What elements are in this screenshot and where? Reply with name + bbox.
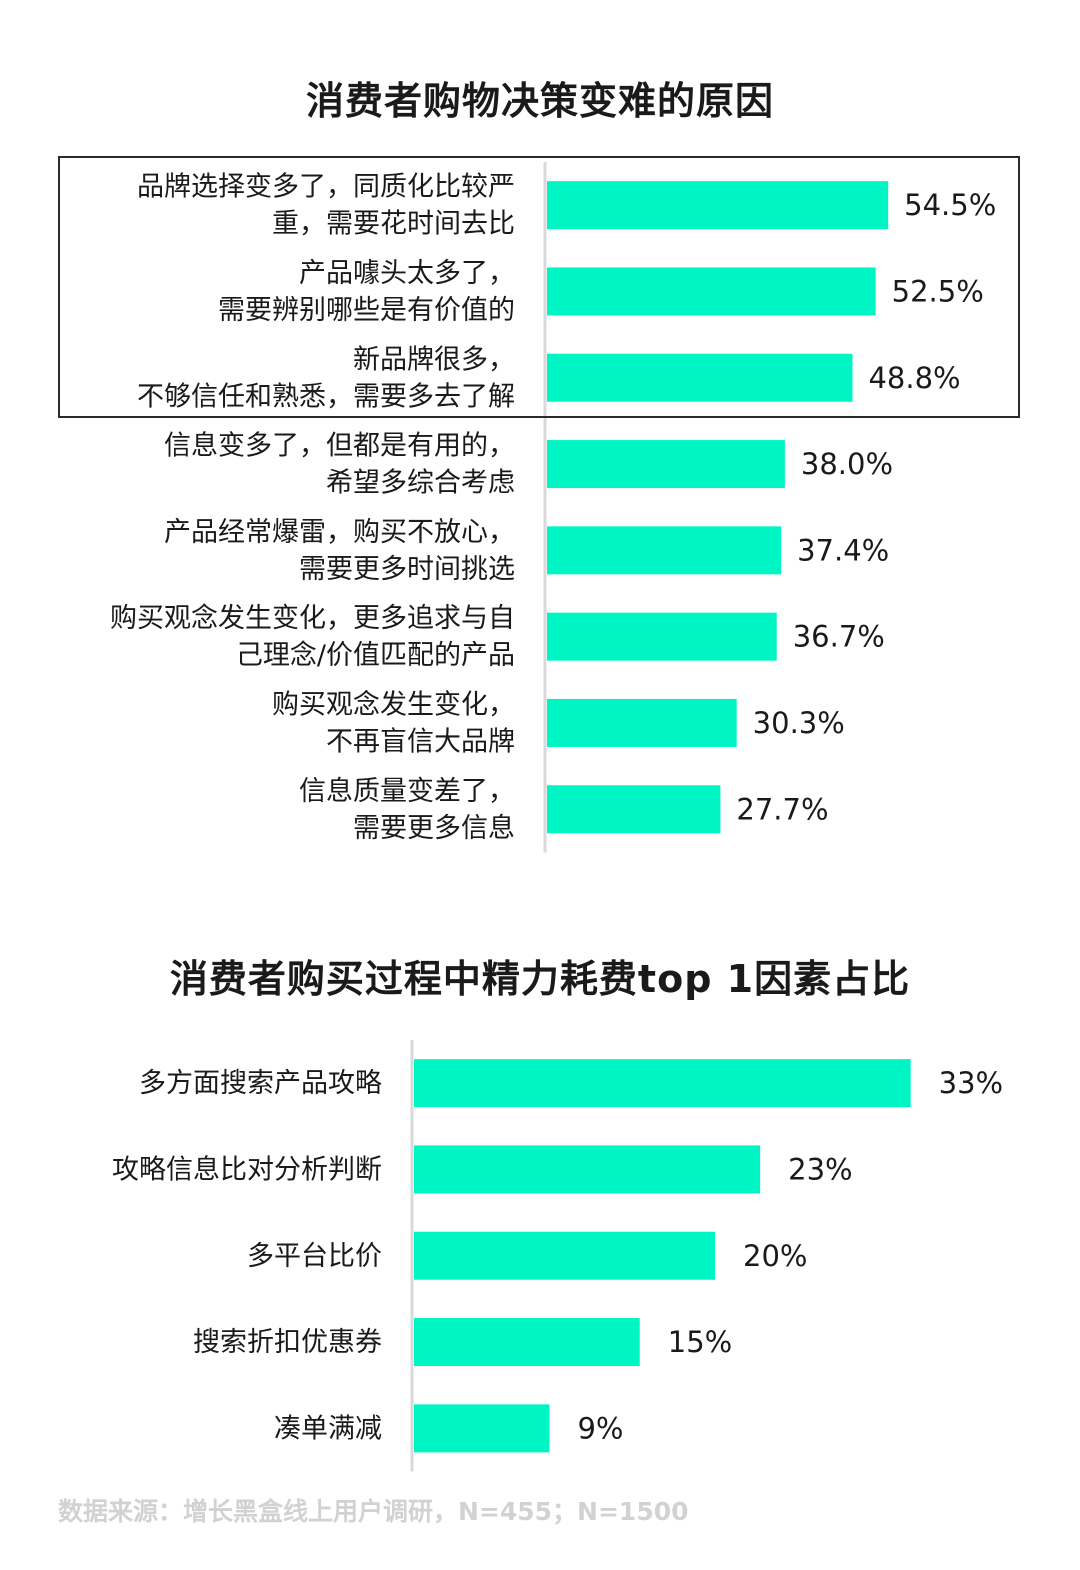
category-label-0-line-1: 重，需要花时间去比 xyxy=(272,209,515,240)
category-label-6-line-1: 不再盲信大品牌 xyxy=(326,726,515,757)
value-label-4: 37.4% xyxy=(797,533,889,567)
bar-1 xyxy=(547,267,876,316)
value-label-0: 54.5% xyxy=(904,188,996,222)
value-label-2: 20% xyxy=(743,1239,807,1273)
bar-2 xyxy=(547,353,853,402)
value-label-3: 38.0% xyxy=(801,447,893,481)
bar-5 xyxy=(547,612,777,661)
bar-0 xyxy=(414,1059,911,1108)
value-label-3: 15% xyxy=(668,1325,732,1359)
bar-3 xyxy=(547,440,785,489)
category-label-4-line-0: 产品经常爆雷，购买不放心， xyxy=(164,517,515,548)
category-label-3-line-1: 希望多综合考虑 xyxy=(326,468,515,499)
chart-2-title: 消费者购买过程中精力耗费top 1因素占比 xyxy=(169,957,911,1001)
value-label-0: 33% xyxy=(939,1066,1003,1100)
chart-1-title: 消费者购物决策变难的原因 xyxy=(305,79,774,123)
bar-3 xyxy=(414,1318,640,1367)
value-label-1: 52.5% xyxy=(892,274,984,308)
bar-6 xyxy=(547,698,737,747)
category-label-0-line-0: 品牌选择变多了，同质化比较严 xyxy=(137,172,515,203)
bar-0 xyxy=(547,181,889,230)
chart-2-effort-factors: 33% 多方面搜索产品攻略 23% 攻略信息比对分析判断 20% 多平台比价 15% 搜索折扣… xyxy=(112,1040,1003,1472)
value-label-6: 30.3% xyxy=(753,706,845,740)
category-label-2-line-1: 不够信任和熟悉，需要多去了解 xyxy=(137,381,515,412)
highlight-box xyxy=(58,156,1020,418)
bar-2 xyxy=(414,1231,715,1280)
category-label-5-line-0: 购买观念发生变化，更多追求与自 xyxy=(110,603,515,634)
category-label-5-line-1: 己理念/价值匹配的产品 xyxy=(236,640,515,671)
bar-4 xyxy=(547,526,782,575)
bar-7 xyxy=(547,785,721,834)
category-label-7-line-0: 信息质量变差了， xyxy=(299,776,515,807)
category-label-7-line-1: 需要更多信息 xyxy=(353,813,515,844)
category-label-1: 攻略信息比对分析判断 xyxy=(112,1154,382,1185)
bar-1 xyxy=(414,1145,761,1194)
data-source: 数据来源：增长黑盒线上用户调研，N=455；N=1500 xyxy=(58,1497,689,1526)
bar-4 xyxy=(414,1404,550,1453)
category-label-3-line-0: 信息变多了，但都是有用的， xyxy=(164,431,515,462)
value-label-4: 9% xyxy=(577,1411,623,1445)
category-label-1-line-1: 需要辨别哪些是有价值的 xyxy=(218,295,515,326)
value-label-1: 23% xyxy=(788,1152,852,1186)
category-label-1-line-0: 产品噱头太多了， xyxy=(299,258,515,289)
value-label-5: 36.7% xyxy=(793,620,885,654)
category-label-2: 多平台比价 xyxy=(247,1241,382,1272)
value-label-2: 48.8% xyxy=(868,361,960,395)
category-label-0: 多方面搜索产品攻略 xyxy=(139,1068,382,1099)
category-label-4-line-1: 需要更多时间挑选 xyxy=(299,554,515,585)
category-label-3: 搜索折扣优惠券 xyxy=(193,1327,382,1358)
category-label-2-line-0: 新品牌很多， xyxy=(353,344,515,375)
category-label-6-line-0: 购买观念发生变化， xyxy=(272,689,515,720)
value-label-7: 27.7% xyxy=(736,792,828,826)
category-label-4: 凑单满减 xyxy=(274,1413,382,1444)
